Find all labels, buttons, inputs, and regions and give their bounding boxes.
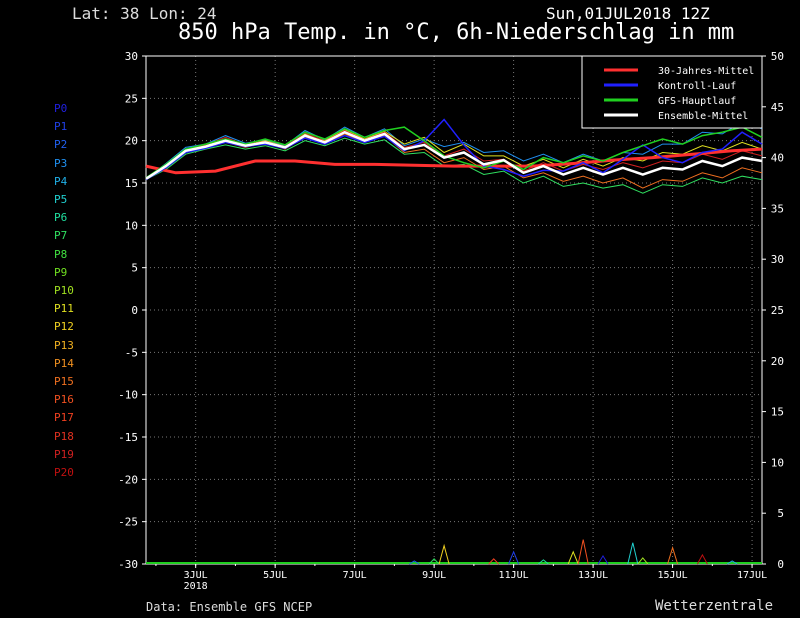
y-tick-label: 10: [125, 219, 138, 232]
y-tick-label: -20: [118, 473, 138, 486]
y2-tick-label: 0: [777, 558, 784, 571]
legend-box: [581, 55, 763, 129]
y-tick-label: -25: [118, 516, 138, 529]
y2-tick-label: 45: [771, 101, 784, 114]
precip-spike: [726, 560, 738, 565]
y2-tick-label: 30: [771, 253, 784, 266]
y-tick-label: 15: [125, 177, 138, 190]
location-label: Lat: 38 Lon: 24: [72, 4, 217, 23]
chart-legend: 30-Jahres-Mittel Kontroll-Lauf GFS-Hauptla…: [581, 55, 763, 129]
mean-30y-line: [145, 147, 763, 175]
member-label: P11: [54, 302, 74, 316]
precip-spike: [567, 550, 579, 565]
member-label: P6: [54, 211, 68, 225]
precip-spike: [627, 542, 639, 565]
legend-label: GFS-Hauptlauf: [658, 96, 736, 107]
x-tick-label: 5JUL: [263, 570, 287, 581]
member-label: P12: [54, 320, 74, 334]
precip-spike: [667, 545, 679, 565]
x-tick-label: 3JUL: [184, 570, 208, 581]
y2-tick-label: 35: [771, 202, 784, 215]
member-label: P8: [54, 247, 68, 261]
y-tick-label: 25: [125, 92, 138, 105]
series-lines: [145, 118, 763, 181]
y-tick-label: 5: [131, 262, 138, 275]
precip-spike: [538, 559, 549, 565]
x-tick-label: 11JUL: [499, 570, 529, 581]
y2-tick-label: 20: [771, 355, 784, 368]
precipitation: [146, 539, 762, 565]
y2-tick-label: 50: [771, 50, 784, 63]
precip-spike: [696, 553, 708, 565]
member-label: P18: [54, 429, 74, 443]
x-tick-label: 9JUL: [422, 570, 446, 581]
precip-spike: [637, 557, 649, 565]
precip-spike: [488, 558, 500, 565]
precip-spike: [438, 543, 450, 565]
member-label: P19: [54, 447, 74, 461]
member-label: P4: [54, 174, 68, 188]
axes: 302520151050-5-10-15-20-25-3050454035302…: [118, 50, 784, 592]
member-label: P3: [54, 156, 68, 170]
x-tick-label: 17JUL: [737, 570, 767, 581]
member-label: P5: [54, 193, 68, 206]
x-year-label: 2018: [184, 581, 208, 592]
y2-tick-label: 5: [777, 507, 784, 520]
precip-spike: [409, 560, 420, 565]
data-source: Data: Ensemble GFS NCEP: [146, 600, 313, 614]
y2-tick-label: 40: [771, 152, 784, 165]
member-label: P14: [54, 356, 74, 370]
y-tick-label: 0: [131, 304, 138, 317]
legend-label: 30-Jahres-Mittel: [658, 66, 754, 77]
precip-spike: [508, 550, 520, 565]
precip-spike: [428, 558, 440, 565]
member-label: P1: [54, 120, 68, 134]
member-label: P16: [54, 393, 74, 407]
y-tick-label: -30: [118, 558, 138, 571]
y-tick-label: 30: [125, 50, 138, 63]
chart-title: 850 hPa Temp. in °C, 6h-Niederschlag in …: [178, 20, 735, 45]
member-label: P17: [54, 411, 74, 425]
precip-spike: [597, 554, 609, 565]
ensemble-mean-line: [145, 130, 763, 180]
x-tick-label: 15JUL: [658, 570, 688, 581]
precip-spike: [577, 539, 589, 565]
x-tick-label: 13JUL: [578, 570, 608, 581]
member-label: P9: [54, 265, 68, 279]
y-tick-label: -10: [118, 389, 138, 402]
y-tick-label: -15: [118, 431, 138, 444]
y-tick-label: -5: [125, 346, 138, 359]
member-label: P2: [54, 138, 68, 152]
control-run-line: [145, 118, 763, 181]
brand-label: Wetterzentrale: [655, 598, 774, 614]
y2-tick-label: 10: [771, 456, 784, 469]
member-label: P7: [54, 229, 68, 243]
y-tick-label: 20: [125, 135, 138, 148]
member-label: P20: [54, 466, 74, 479]
run-timestamp: Sun,01JUL2018 12Z: [546, 4, 710, 23]
legend-label: Kontroll-Lauf: [658, 81, 736, 92]
member-label: P0: [54, 102, 68, 115]
member-label: P13: [54, 338, 74, 352]
legend-label: Ensemble-Mittel: [658, 111, 748, 122]
x-tick-label: 7JUL: [343, 570, 367, 581]
member-label: P15: [54, 375, 74, 388]
member-label: P10: [54, 284, 74, 297]
y2-tick-label: 15: [771, 406, 784, 419]
y2-tick-label: 25: [771, 304, 784, 317]
gfs-main-line: [145, 126, 763, 179]
ensemble-member-line: [145, 121, 763, 180]
